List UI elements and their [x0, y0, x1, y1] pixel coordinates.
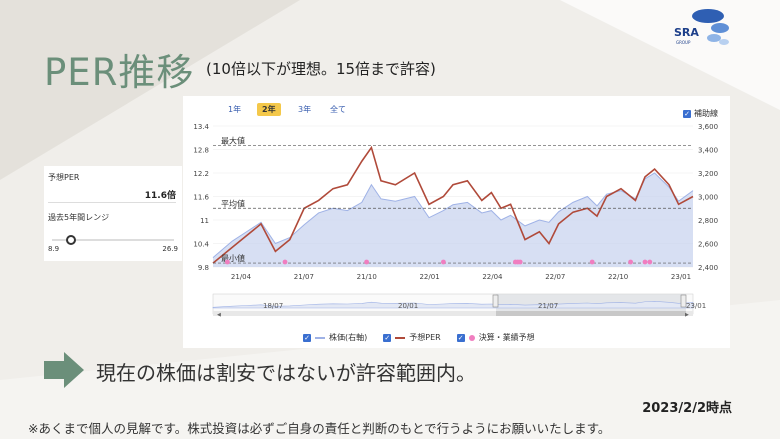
earnings-marker	[441, 259, 446, 265]
legend-earnings[interactable]: ✓ 決算・業績予想	[456, 333, 535, 342]
y-left-tick: 11.6	[193, 194, 209, 202]
tab-1y[interactable]: 1年	[228, 105, 242, 114]
checkbox-icon: ✓	[383, 333, 392, 342]
checkbox-icon: ✓	[683, 109, 691, 118]
legend-price[interactable]: ✓ 株価(右軸)	[303, 333, 368, 342]
y-right-tick: 2,600	[698, 241, 718, 249]
earnings-marker	[589, 259, 595, 265]
per-series	[212, 145, 694, 264]
x-tick: 22/04	[482, 273, 503, 281]
y-left-tick: 12.2	[193, 170, 209, 178]
navigator-label-2: 20/01	[398, 302, 418, 310]
earnings-marker	[647, 259, 653, 265]
price-line	[212, 172, 694, 258]
navigator-scrollbar	[213, 311, 693, 316]
y-left-tick: 11	[200, 217, 209, 225]
company-logo: SRA GROUP	[672, 6, 734, 50]
y-left-tick: 10.4	[193, 241, 209, 249]
y-left-tick: 9.8	[198, 264, 209, 272]
y-right-tick: 2,800	[698, 217, 718, 225]
range-marker	[66, 235, 77, 245]
helper-lines-toggle[interactable]: ✓ 補助線	[683, 108, 718, 119]
x-tick: 23/01	[671, 273, 691, 281]
right-arrow-icon	[44, 352, 84, 388]
scroll-right-icon: ▶	[685, 312, 689, 318]
axes: 13.4 3,600 12.8 3,400 12.2 3,200 11.6 3,000 11 2,…	[193, 123, 718, 281]
navigator-label-4: 23/01	[686, 302, 706, 310]
y-right-tick: 3,600	[698, 123, 718, 131]
divider	[48, 202, 176, 203]
y-left-tick: 12.8	[193, 147, 209, 155]
price-series	[212, 172, 694, 267]
earnings-marker	[225, 259, 230, 265]
per-chart-panel: 1年 2年 3年 全て ✓ 補助線 最大値平均値最小値 13.4 3,600 12.…	[183, 96, 730, 348]
range-track	[52, 239, 174, 241]
logo-subtext: GROUP	[676, 40, 691, 45]
helper-lines-label: 補助線	[694, 109, 718, 118]
reference-label: 最小値	[221, 253, 245, 263]
chart-legend: ✓ 株価(右軸) ✓ 予想PER ✓ 決算・業績予想	[303, 332, 535, 343]
tab-2y[interactable]: 2年	[257, 103, 281, 116]
y-right-tick: 2,400	[698, 264, 718, 272]
tab-3y[interactable]: 3年	[298, 105, 312, 114]
x-tick: 22/10	[608, 273, 628, 281]
tab-all[interactable]: 全て	[330, 105, 346, 114]
range-max: 26.9	[162, 245, 178, 253]
page-subtitle: (10倍以下が理想。15倍まで許容)	[206, 60, 436, 78]
earnings-marker	[364, 259, 369, 265]
range-navigator[interactable]: 18/07 20/01 21/07 23/01 ◀ ▶	[212, 293, 706, 318]
disclaimer-text: ※あくまで個人の見解です。株式投資は必ずご自身の責任と判断のもとで行うようにお願…	[28, 421, 611, 436]
logo-text: SRA	[674, 26, 699, 39]
range-label: 過去5年間レンジ	[48, 213, 110, 222]
range-min: 8.9	[48, 245, 60, 253]
page-title: PER推移	[44, 51, 195, 94]
y-right-tick: 3,400	[698, 147, 718, 155]
checkbox-icon: ✓	[303, 333, 311, 342]
earnings-marker	[628, 259, 633, 265]
reference-label: 平均値	[221, 198, 245, 208]
reference-label: 最大値	[221, 136, 245, 146]
per-summary-panel: 予想PER 11.6倍 過去5年間レンジ 8.9 26.9	[44, 166, 182, 261]
navigator-right-handle	[680, 294, 687, 308]
x-tick: 21/10	[357, 273, 377, 281]
earnings-marker	[642, 259, 648, 265]
conclusion-text: 現在の株価は割安ではないが許容範囲内。	[96, 361, 476, 385]
earnings-marker	[282, 259, 288, 265]
as-of-date: 2023/2/2時点	[642, 401, 732, 416]
y-left-tick: 13.4	[193, 123, 209, 131]
earnings-markers	[225, 259, 653, 265]
x-tick: 22/07	[545, 273, 565, 281]
forecast-per-label: 予想PER	[48, 173, 80, 182]
y-right-tick: 3,000	[698, 194, 718, 202]
per-line	[212, 145, 694, 264]
navigator-label-1: 18/07	[263, 302, 283, 310]
earnings-marker	[517, 259, 523, 265]
legend-per[interactable]: ✓ 予想PER	[383, 333, 441, 342]
navigator-left-handle	[492, 294, 499, 308]
x-tick: 21/07	[294, 273, 314, 281]
navigator-scroll-thumb	[496, 311, 686, 316]
y-right-tick: 3,200	[698, 170, 718, 178]
scroll-left-icon: ◀	[217, 312, 221, 318]
x-tick: 21/04	[231, 273, 252, 281]
navigator-label-3: 21/07	[538, 302, 558, 310]
checkbox-icon: ✓	[456, 333, 465, 342]
x-tick: 22/01	[419, 273, 439, 281]
price-area	[213, 173, 693, 267]
forecast-per-value: 11.6倍	[144, 191, 176, 201]
